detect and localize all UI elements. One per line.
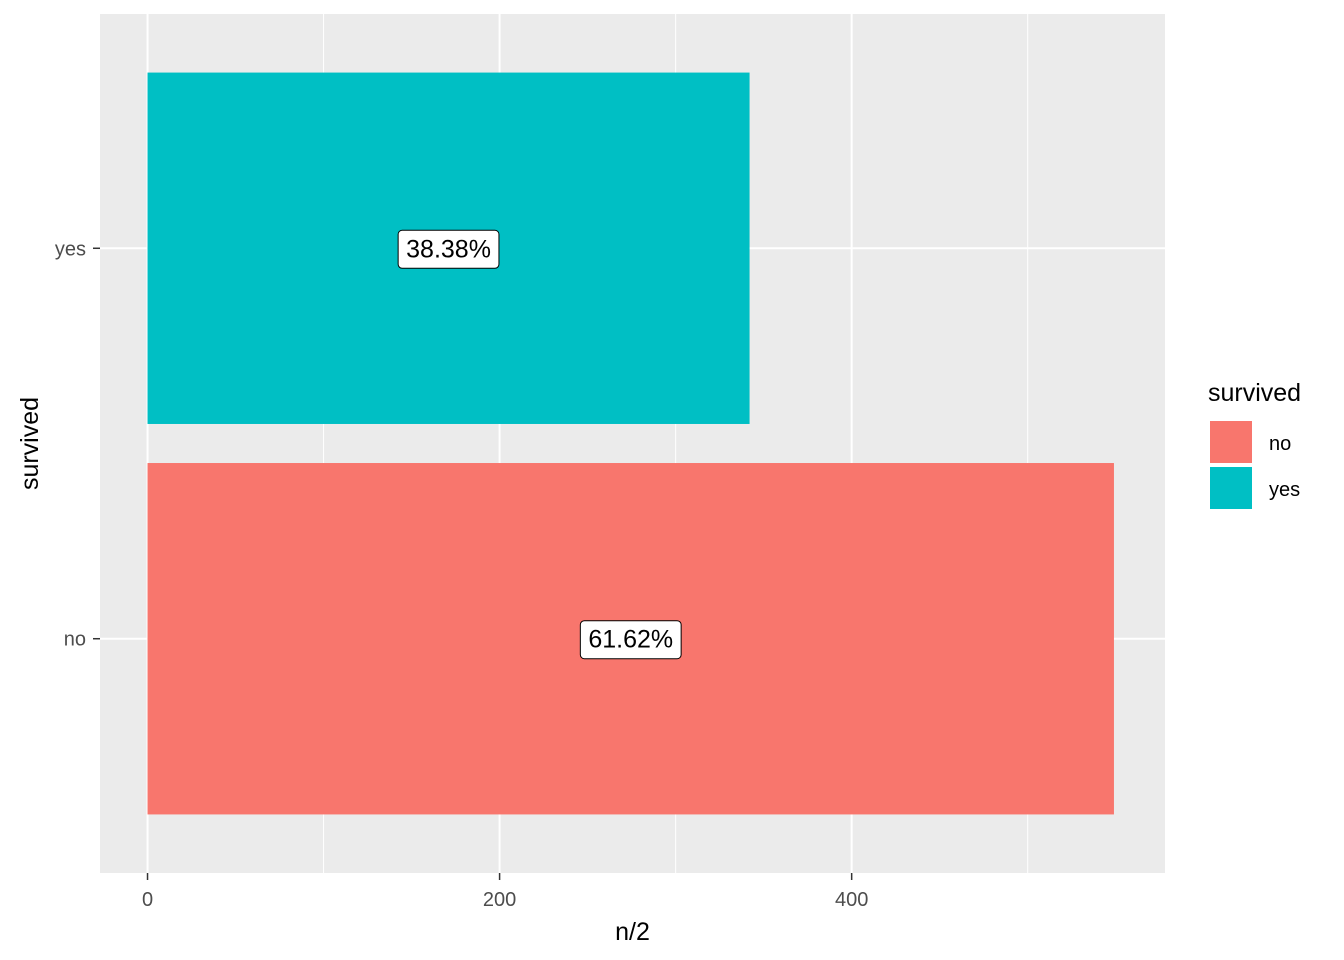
x-tick-label: 200 (483, 889, 516, 911)
data-label-text: 38.38% (406, 235, 491, 263)
x-tick-label: 400 (835, 889, 868, 911)
data-label-yes: 38.38% (397, 229, 500, 269)
legend-key-yes (1210, 467, 1252, 509)
data-label-box (397, 229, 500, 269)
legend: survived no yes (1208, 379, 1301, 509)
data-label-text: 61.62% (588, 626, 673, 654)
y-axis-title: survived (16, 397, 44, 490)
legend-label-no: no (1269, 433, 1291, 455)
data-labels: 61.62% 38.38% (397, 229, 682, 660)
data-label-box (579, 620, 682, 660)
data-label-no: 61.62% (579, 620, 682, 660)
x-tick-label: 0 (142, 889, 153, 911)
legend-key-no (1210, 421, 1252, 463)
legend-label-yes: yes (1269, 479, 1300, 501)
y-tick-label: no (64, 629, 86, 651)
legend-title: survived (1208, 379, 1301, 407)
axes: 0 200 400 no yes (55, 238, 868, 911)
x-axis-title: n/2 (615, 918, 650, 946)
y-tick-label: yes (55, 238, 86, 260)
